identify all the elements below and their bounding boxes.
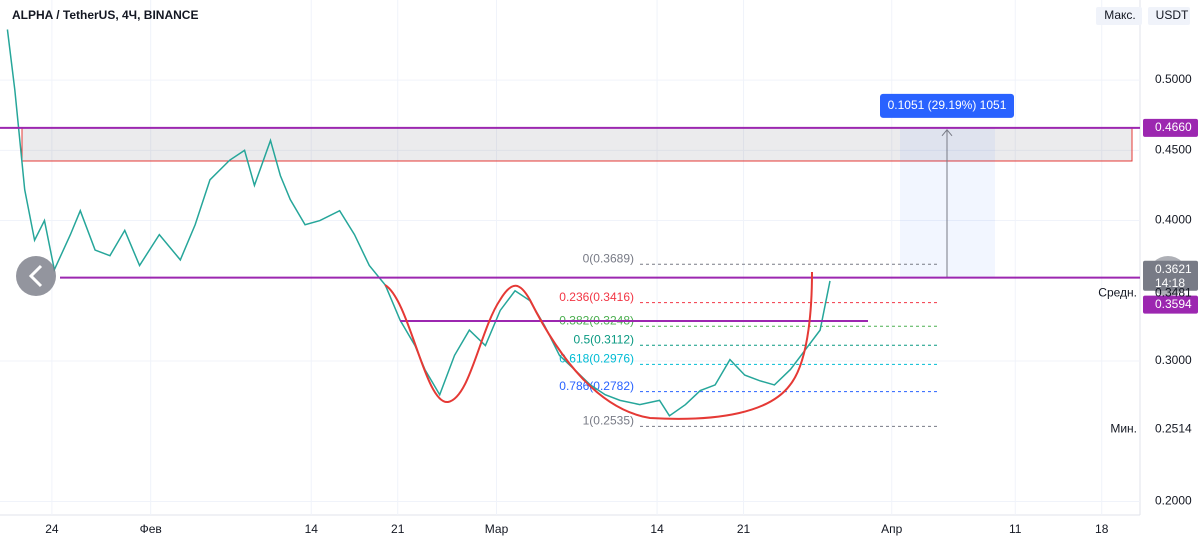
cup-drawing — [384, 271, 813, 420]
x-tick-label: 14 — [650, 522, 664, 536]
x-tick-label: 21 — [391, 522, 405, 536]
nav-left[interactable] — [16, 256, 56, 296]
y-tick-label: 0.4000 — [1155, 213, 1192, 227]
measure-box — [880, 93, 1014, 118]
x-tick-label: Мар — [485, 522, 509, 536]
fib-label: 1(0.2535) — [583, 414, 634, 428]
chart-title: ALPHA / TetherUS, 4Ч, BINANCE — [12, 8, 198, 22]
nav-left-icon — [28, 264, 43, 288]
price-tag — [1143, 295, 1198, 314]
fib-label: 0.786(0.2782) — [559, 379, 634, 393]
price-tag-label: 0.3621 — [1155, 262, 1192, 276]
price-tag-label: 0.3594 — [1155, 297, 1192, 311]
price-tag-label: 0.4660 — [1155, 120, 1192, 134]
x-tick-label: 18 — [1095, 522, 1109, 536]
y-tick-label: 0.3000 — [1155, 353, 1192, 367]
x-tick-label: 24 — [45, 522, 59, 536]
fib-label: 0.236(0.3416) — [559, 290, 634, 304]
stat-value: 0.2514 — [1155, 421, 1192, 435]
x-tick-label: Апр — [881, 522, 903, 536]
axis-badge — [1096, 7, 1142, 25]
countdown: 14:18 — [1155, 276, 1185, 290]
axis-label: USDT — [1156, 8, 1189, 22]
stat-name: Средн. — [1098, 286, 1137, 300]
price-tag — [1143, 260, 1198, 291]
y-tick-label: 0.4500 — [1155, 142, 1192, 156]
y-tick-label: 0.5000 — [1155, 72, 1192, 86]
stat-value: 0.3481 — [1155, 286, 1192, 300]
x-tick-label: Фев — [140, 522, 162, 536]
price-line — [6, 29, 831, 417]
fib-label: 0.618(0.2976) — [559, 352, 634, 366]
x-tick-label: 11 — [1009, 522, 1022, 536]
stat-name: Мин. — [1110, 421, 1137, 435]
measure-label: 0.1051 (29.19%) 1051 — [888, 98, 1007, 112]
axis-badge — [1148, 7, 1190, 25]
price-tag — [1143, 118, 1198, 137]
x-tick-label: 14 — [305, 522, 319, 536]
fib-label: 0(0.3689) — [583, 251, 634, 265]
plot: 0.5000 0.4500 0.4000 0.3000 0.2000 24 Фев 14 21 М… — [0, 0, 1192, 536]
axis-label: Макс. — [1104, 8, 1136, 22]
y-tick-label: 0.2000 — [1155, 494, 1192, 508]
x-tick-label: 21 — [737, 522, 751, 536]
fib-label: 0.5(0.3112) — [574, 332, 635, 346]
measure-arrowhead — [941, 129, 953, 137]
